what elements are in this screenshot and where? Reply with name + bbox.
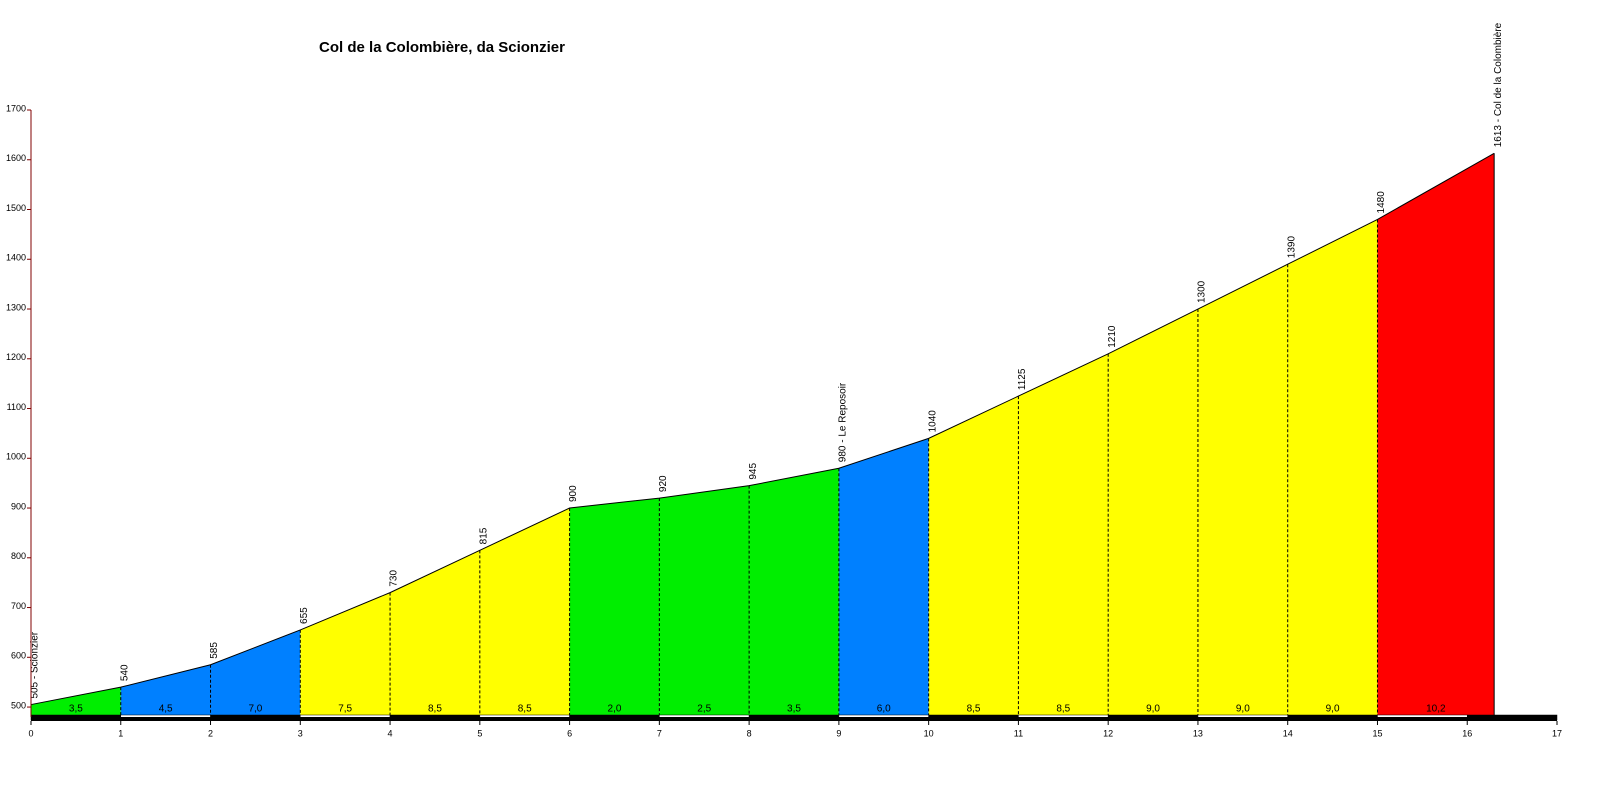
x-tick-label: 15	[1372, 728, 1382, 738]
gradient-segment	[749, 468, 839, 717]
elevation-label: 585	[209, 642, 220, 659]
gradient-label: 2,5	[697, 704, 711, 715]
y-tick-label: 1500	[6, 203, 26, 213]
elevation-label: 1390	[1286, 236, 1297, 259]
elevation-label: 540	[119, 664, 130, 681]
x-tick-label: 11	[1014, 728, 1023, 738]
y-tick-label: 1400	[6, 253, 26, 263]
y-tick-label: 1600	[6, 153, 26, 163]
gradient-label: 10,2	[1426, 704, 1446, 715]
gradient-segment	[659, 485, 750, 717]
y-tick-label: 600	[11, 651, 26, 661]
gradient-label: 6,0	[877, 704, 891, 715]
gradient-segment	[928, 396, 1019, 717]
gradient-label: 2,0	[608, 704, 622, 715]
x-tick-label: 5	[477, 728, 482, 738]
gradient-label: 8,5	[428, 704, 442, 715]
y-tick-label: 800	[11, 551, 26, 561]
chart-title: Col de la Colombière, da Scionzier	[319, 39, 565, 56]
x-tick-label: 6	[567, 728, 572, 738]
gradient-segment	[1197, 264, 1288, 717]
x-tick-label: 16	[1462, 728, 1472, 738]
gradient-segment	[120, 664, 211, 717]
elevation-label: 815	[478, 527, 489, 544]
gradient-segment	[210, 629, 301, 717]
elevation-label: 1210	[1107, 325, 1118, 348]
gradient-label: 8,5	[518, 704, 532, 715]
x-tick-label: 10	[924, 728, 934, 738]
y-tick-label: 700	[11, 601, 26, 611]
gradient-label: 8,5	[1056, 704, 1070, 715]
y-tick-label: 900	[11, 501, 26, 511]
gradient-segment	[479, 508, 570, 717]
gradient-segment	[31, 687, 121, 717]
y-tick-label: 1300	[6, 302, 26, 312]
elevation-label: 980 - Le Reposoir	[838, 382, 849, 462]
elevation-label: 920	[658, 475, 669, 492]
elevation-label: 730	[389, 569, 400, 586]
gradient-segment	[1377, 153, 1495, 717]
gradient-segment	[1108, 309, 1198, 717]
x-tick-label: 13	[1193, 728, 1203, 738]
gradient-label: 3,5	[787, 704, 801, 715]
x-tick-label: 14	[1283, 728, 1293, 738]
elevation-label: 1125	[1017, 368, 1028, 390]
elevation-label: 1613 - Col de la Colombière	[1493, 22, 1504, 147]
y-tick-label: 1100	[7, 402, 26, 412]
elevation-label: 505 - Scionzier	[30, 631, 41, 698]
profile-line	[30, 152, 1495, 706]
gradient-segment	[569, 498, 660, 717]
x-tick-label: 9	[836, 728, 841, 738]
elevation-label: 1040	[927, 410, 938, 433]
elevation-label: 1480	[1376, 191, 1387, 214]
gradient-label: 7,0	[248, 704, 262, 715]
elevation-label: 1300	[1197, 280, 1208, 303]
gradient-label: 4,5	[159, 704, 173, 715]
y-tick-label: 500	[11, 700, 26, 710]
elevation-label: 945	[748, 463, 759, 480]
gradient-label: 8,5	[967, 704, 981, 715]
x-tick-label: 3	[298, 728, 303, 738]
gradient-segment	[390, 550, 480, 717]
x-tick-label: 12	[1103, 728, 1113, 738]
gradient-segment	[300, 592, 391, 717]
x-tick-label: 2	[208, 728, 213, 738]
elevation-label: 655	[299, 607, 310, 624]
y-tick-label: 1200	[6, 352, 26, 362]
gradient-label: 9,0	[1326, 704, 1340, 715]
x-tick-label: 17	[1552, 728, 1562, 738]
y-tick-label: 1000	[6, 452, 26, 462]
x-tick-label: 8	[747, 728, 752, 738]
x-tick-label: 1	[118, 728, 123, 738]
x-tick-label: 7	[657, 728, 662, 738]
gradient-label: 7,5	[338, 704, 352, 715]
elevation-label: 900	[568, 485, 579, 502]
x-tick-label: 4	[388, 728, 393, 738]
gradient-label: 9,0	[1146, 704, 1160, 715]
gradient-segment	[1287, 219, 1378, 717]
gradient-segment	[1018, 353, 1109, 717]
x-axis	[31, 717, 1557, 721]
x-tick-label: 0	[28, 728, 33, 738]
gradient-segment	[838, 438, 929, 717]
gradient-label: 3,5	[69, 704, 83, 715]
y-tick-label: 1700	[6, 103, 26, 113]
gradient-label: 9,0	[1236, 704, 1250, 715]
